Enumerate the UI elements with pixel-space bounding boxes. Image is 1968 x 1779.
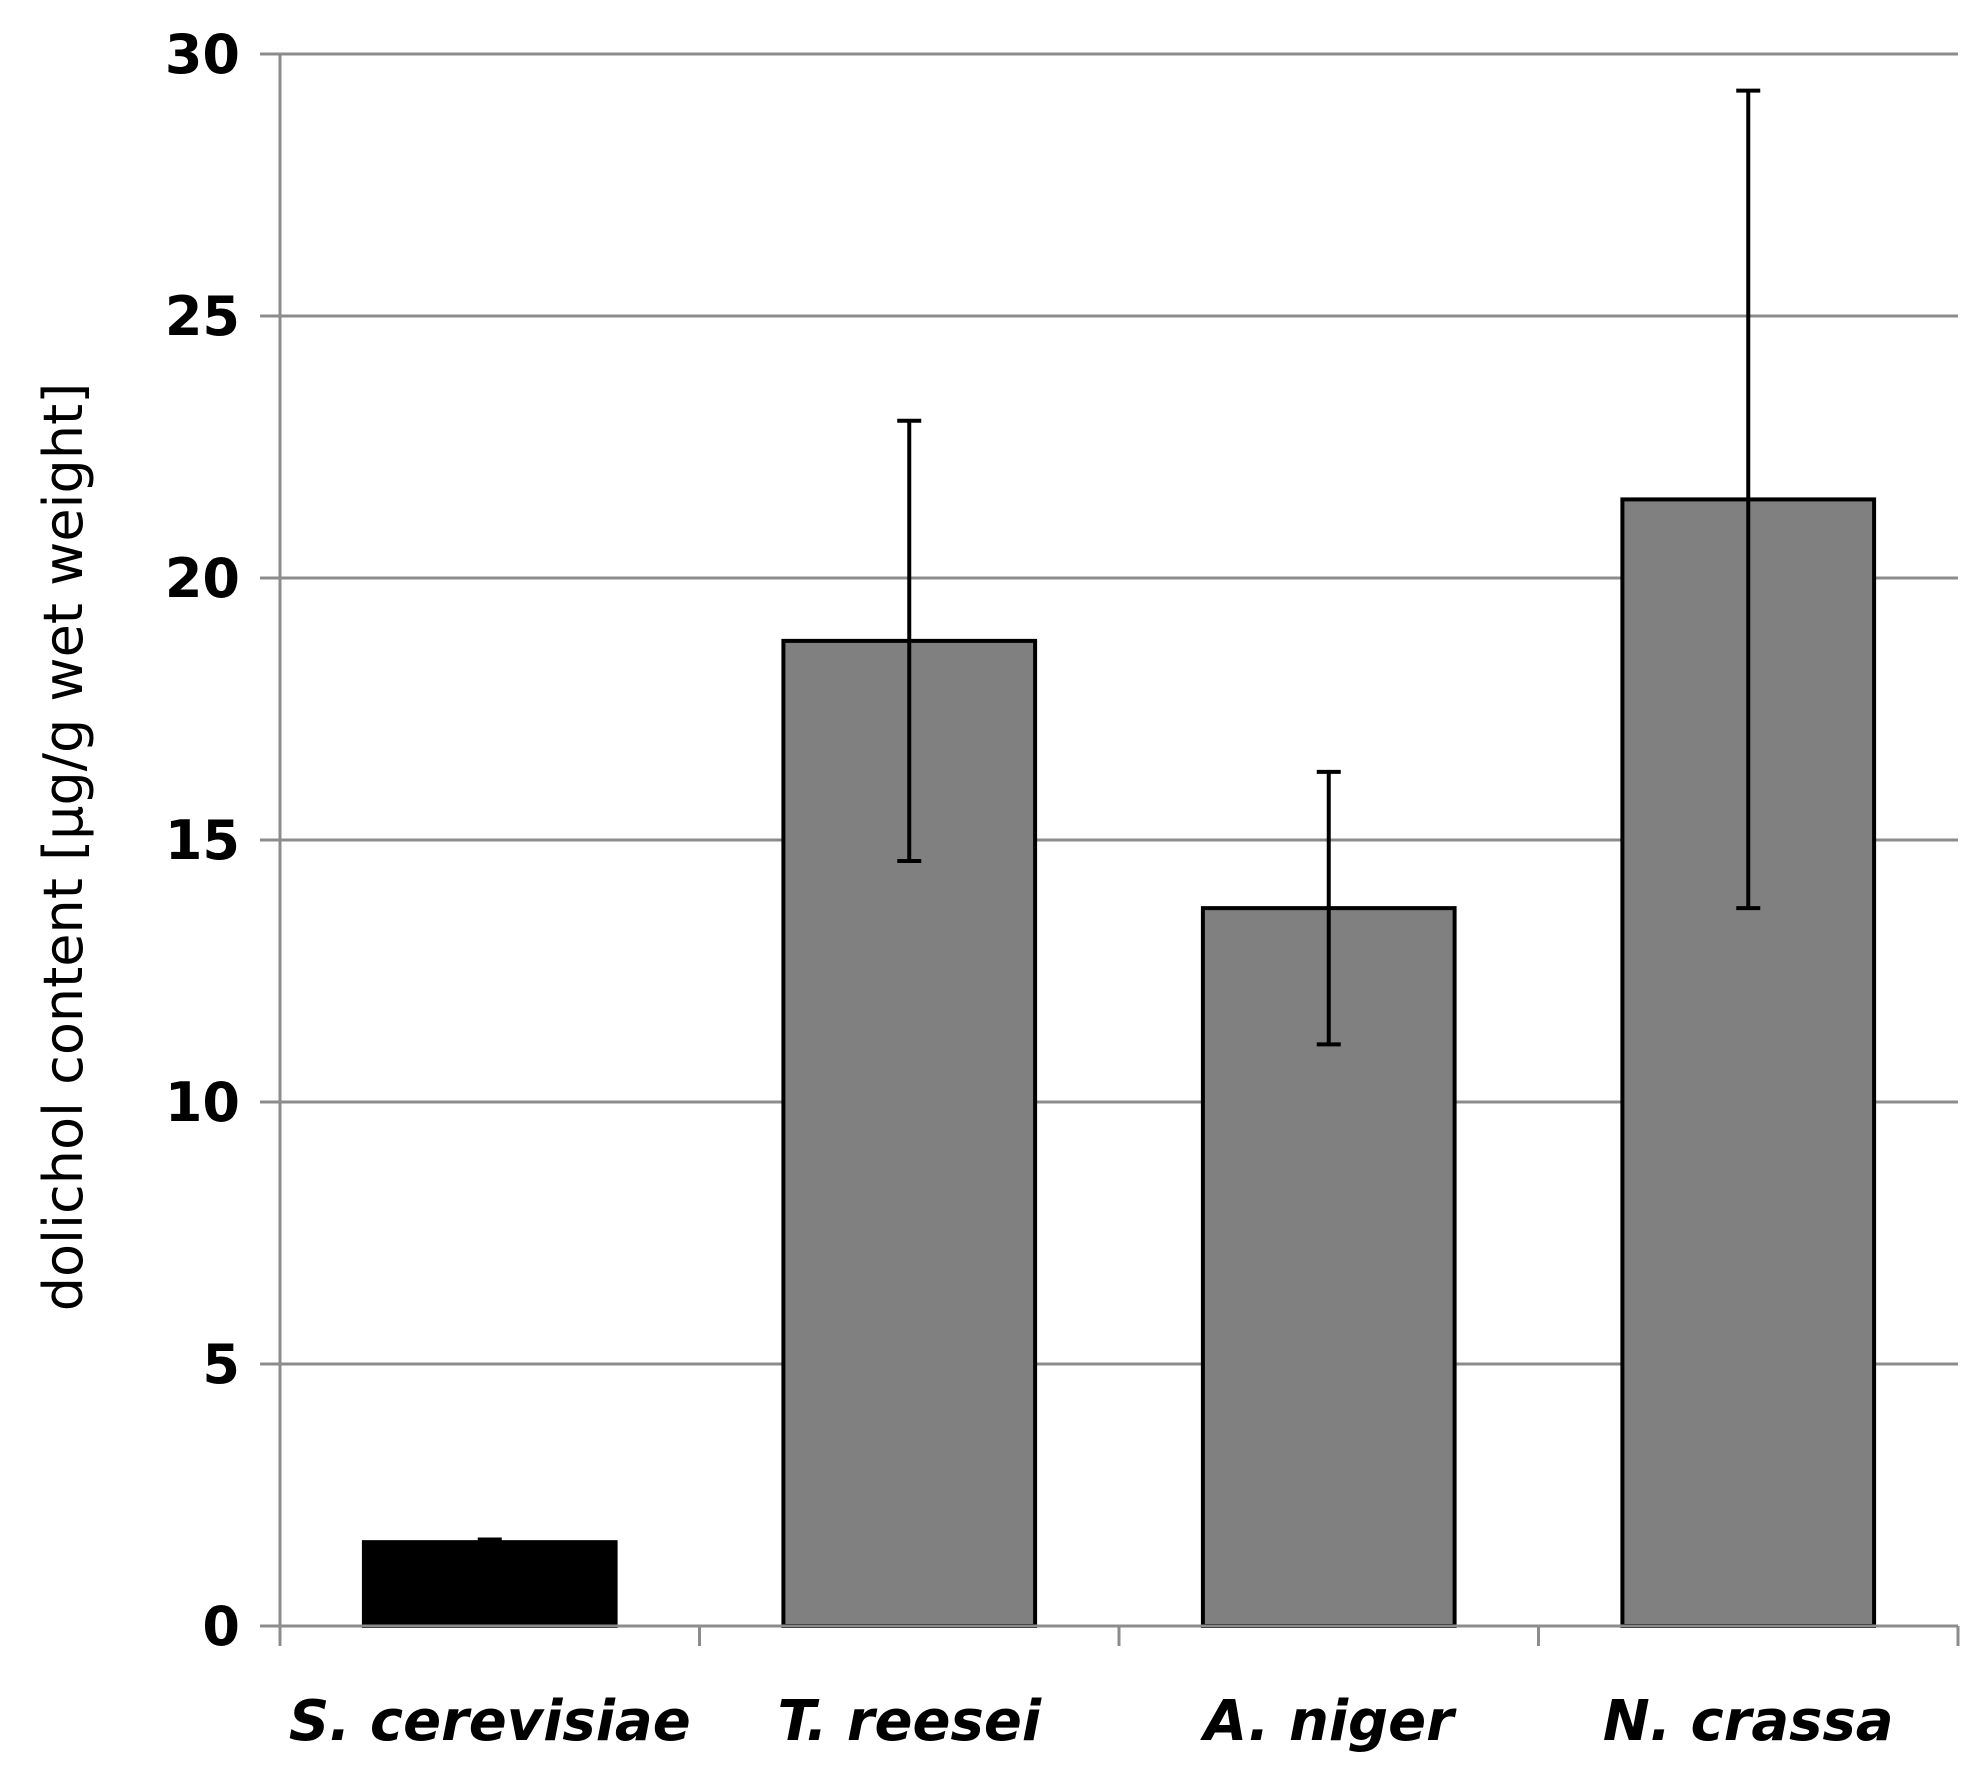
x-tick-label: A. niger — [1200, 1689, 1457, 1754]
y-tick-label: 25 — [165, 285, 240, 348]
x-tick-label: T. reesei — [777, 1689, 1041, 1754]
y-axis-title: dolichol content [μg/g wet weight] — [32, 383, 95, 1312]
bars — [361, 497, 1877, 1629]
y-tick-label: 15 — [165, 809, 240, 872]
axes — [260, 52, 1960, 1646]
error-bars — [477, 88, 1761, 1547]
x-tick-label: S. cerevisiae — [289, 1689, 691, 1754]
y-tick-label: 5 — [202, 1333, 240, 1396]
bar — [361, 1540, 618, 1629]
y-tick-label: 30 — [165, 23, 240, 86]
tick-labels: 0 5 10 15 20 25 30 S. cerevisiae T. reesei A. nig… — [165, 23, 1894, 1754]
y-tick-label: 10 — [165, 1071, 240, 1134]
x-tick-label: N. crassa — [1603, 1689, 1894, 1754]
y-tick-label: 20 — [165, 547, 240, 610]
y-tick-label: 0 — [202, 1595, 240, 1658]
